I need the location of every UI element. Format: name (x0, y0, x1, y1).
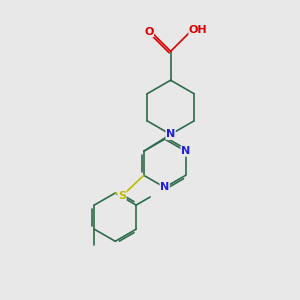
Text: N: N (166, 129, 175, 140)
Text: S: S (118, 191, 126, 201)
Text: N: N (181, 146, 190, 156)
Text: OH: OH (189, 25, 208, 34)
Text: O: O (144, 27, 154, 37)
Text: N: N (160, 182, 169, 192)
